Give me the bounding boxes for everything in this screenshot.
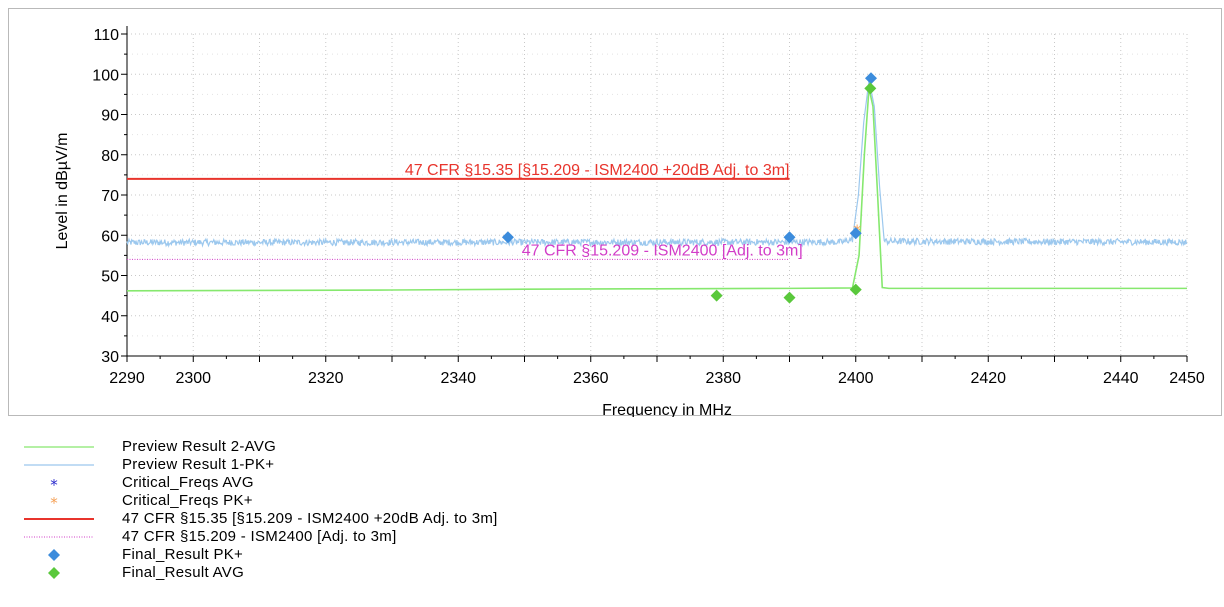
legend-item: * Critical_Freqs PK+ <box>0 492 800 510</box>
y-tick-label: 30 <box>101 349 119 366</box>
legend-item: Final_Result PK+ <box>0 546 800 564</box>
legend-label: Preview Result 2-AVG <box>122 438 277 455</box>
axis-layer: 30 40 50 60 70 80 90 100 110 2290 2300 2320 2340 2360… <box>92 26 1205 387</box>
legend-star-icon: * <box>50 476 58 492</box>
y-tick-label: 80 <box>101 148 119 165</box>
legend-label: Final_Result AVG <box>122 564 245 581</box>
series-final-result-pk-point <box>501 231 514 244</box>
emission-chart: 30 40 50 60 70 80 90 100 110 2290 2300 2320 2340 2360… <box>54 26 1205 417</box>
x-tick-label: 2300 <box>175 370 211 387</box>
legend-item: Final_Result AVG <box>0 564 800 582</box>
series-layer <box>126 80 1188 292</box>
legend-label: 47 CFR §15.35 [§15.209 - ISM2400 +20dB A… <box>122 510 498 527</box>
series-final-result-avg-point <box>710 289 723 302</box>
series-preview-result-1-pk <box>126 80 1188 249</box>
x-tick-label: 2400 <box>838 370 874 387</box>
annotation-layer: 47 CFR §15.35 [§15.209 - ISM2400 +20dB A… <box>405 162 803 260</box>
x-tick-label: 2450 <box>1169 370 1205 387</box>
series-final-result-avg-point <box>849 283 862 296</box>
chart-frame: 30 40 50 60 70 80 90 100 110 2290 2300 2320 2340 2360… <box>8 8 1222 417</box>
legend-symbol: * <box>50 476 58 492</box>
series-final-result-pk-point <box>864 72 877 85</box>
legend-symbol <box>24 464 94 466</box>
y-tick-label: 70 <box>101 188 119 205</box>
x-tick-label: 2320 <box>308 370 344 387</box>
legend-label: Preview Result 1-PK+ <box>122 456 275 473</box>
y-tick-label: 40 <box>101 309 119 326</box>
legend-item: 47 CFR §15.209 - ISM2400 [Adj. to 3m] <box>0 528 800 546</box>
legend-symbol <box>24 536 94 538</box>
legend-symbol: * <box>50 494 58 510</box>
x-tick-label: 2360 <box>573 370 609 387</box>
legend-item: 47 CFR §15.35 [§15.209 - ISM2400 +20dB A… <box>0 510 800 528</box>
y-tick-label: 110 <box>93 27 119 44</box>
marker-layer: * <box>501 72 877 304</box>
grid-layer <box>126 33 1188 357</box>
limit-line-label: 47 CFR §15.35 [§15.209 - ISM2400 +20dB A… <box>405 162 790 179</box>
legend-star-icon: * <box>50 494 58 510</box>
series-final-result-avg-point <box>783 291 796 304</box>
series-final-result-avg-point <box>864 82 877 95</box>
legend-label: Critical_Freqs PK+ <box>122 492 253 509</box>
series-final-result-pk-point <box>849 227 862 240</box>
legend-item: * Critical_Freqs AVG <box>0 474 800 492</box>
legend-label: 47 CFR §15.209 - ISM2400 [Adj. to 3m] <box>122 528 397 545</box>
x-tick-label: 2380 <box>705 370 741 387</box>
legend-symbol <box>24 446 94 448</box>
y-tick-label: 60 <box>101 228 119 245</box>
legend-symbol <box>48 549 60 561</box>
limit-line-label: 47 CFR §15.209 - ISM2400 [Adj. to 3m] <box>522 242 803 259</box>
legend-label: Critical_Freqs AVG <box>122 474 254 491</box>
legend-item: Preview Result 1-PK+ <box>0 456 800 474</box>
legend-label: Final_Result PK+ <box>122 546 244 563</box>
legend-diamond-icon <box>48 567 60 579</box>
legend-symbol <box>48 567 60 579</box>
x-tick-label: 2340 <box>440 370 476 387</box>
y-tick-label: 100 <box>92 67 119 84</box>
y-axis-title: Level in dBµV/m <box>54 133 71 250</box>
legend-item: Preview Result 2-AVG <box>0 438 800 456</box>
legend-symbol <box>24 518 94 520</box>
series-final-result-pk-point <box>783 231 796 244</box>
x-tick-label: 2290 <box>109 370 145 387</box>
legend-diamond-icon <box>48 549 60 561</box>
x-axis-title: Frequency in MHz <box>602 402 732 417</box>
y-tick-label: 90 <box>101 108 119 125</box>
x-tick-label: 2420 <box>970 370 1006 387</box>
series-preview-result-2-avg <box>126 88 1187 292</box>
x-tick-label: 2440 <box>1103 370 1139 387</box>
y-tick-label: 50 <box>101 269 119 286</box>
